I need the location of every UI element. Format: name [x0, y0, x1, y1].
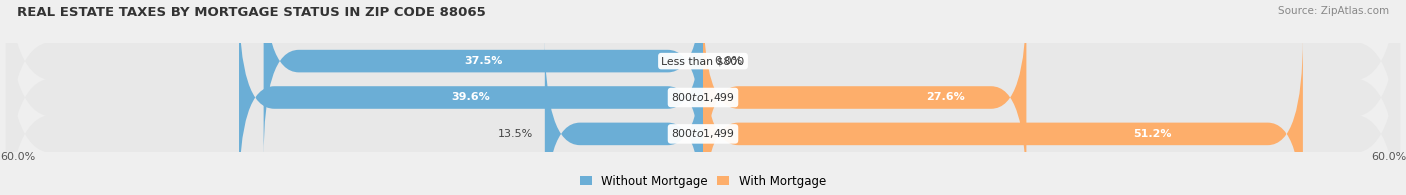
Text: 39.6%: 39.6% — [451, 92, 491, 103]
FancyBboxPatch shape — [703, 36, 1303, 195]
FancyBboxPatch shape — [6, 0, 1400, 188]
FancyBboxPatch shape — [6, 7, 1400, 195]
FancyBboxPatch shape — [6, 0, 1400, 195]
Text: 0.0%: 0.0% — [714, 56, 742, 66]
Text: 51.2%: 51.2% — [1133, 129, 1173, 139]
Text: Source: ZipAtlas.com: Source: ZipAtlas.com — [1278, 6, 1389, 16]
Text: 37.5%: 37.5% — [464, 56, 502, 66]
Text: REAL ESTATE TAXES BY MORTGAGE STATUS IN ZIP CODE 88065: REAL ESTATE TAXES BY MORTGAGE STATUS IN … — [17, 6, 485, 19]
FancyBboxPatch shape — [239, 0, 703, 195]
FancyBboxPatch shape — [546, 36, 703, 195]
Text: Less than $800: Less than $800 — [661, 56, 745, 66]
Text: $800 to $1,499: $800 to $1,499 — [671, 127, 735, 140]
Legend: Without Mortgage, With Mortgage: Without Mortgage, With Mortgage — [581, 175, 825, 188]
Text: 60.0%: 60.0% — [0, 152, 35, 162]
Text: 13.5%: 13.5% — [498, 129, 533, 139]
Text: 27.6%: 27.6% — [927, 92, 965, 103]
Text: 60.0%: 60.0% — [1371, 152, 1406, 162]
FancyBboxPatch shape — [264, 0, 703, 159]
Text: $800 to $1,499: $800 to $1,499 — [671, 91, 735, 104]
FancyBboxPatch shape — [703, 0, 1026, 195]
